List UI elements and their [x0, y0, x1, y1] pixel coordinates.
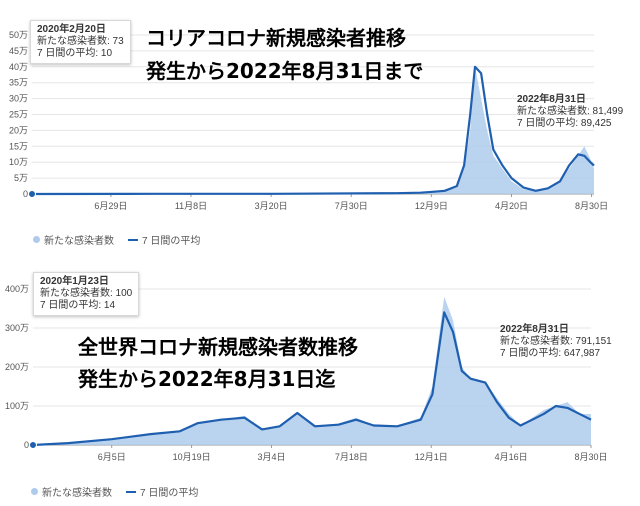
tooltip-average: 7 日間の平均: 10 [37, 48, 113, 59]
annotation-date: 2022年8月31日 [517, 94, 586, 105]
tooltip-average: 7 日間の平均: 14 [40, 300, 116, 311]
y-tick-label: 45万 [9, 46, 28, 56]
x-tick-label: 10月19日 [173, 452, 211, 462]
y-tick-label: 10万 [9, 157, 28, 167]
tooltip-date: 2020年2月20日 [37, 24, 106, 35]
legend-new-cases[interactable]: 新たな感染者数 [42, 488, 112, 499]
chart-legend: 新たな感染者数 7 日間の平均 [33, 232, 200, 247]
legend-new-cases-swatch [31, 488, 38, 495]
y-tick-label: 0 [24, 440, 29, 450]
chart-subtitle: 発生から2022年8月31日まで [146, 59, 424, 83]
x-tick-label: 7月30日 [335, 201, 368, 211]
series-area-new-cases [33, 296, 591, 445]
x-tick-label: 3月4日 [257, 452, 285, 462]
tooltip-new-cases: 新たな感染者数: 73 [37, 36, 124, 47]
annotation-average: 7 日間の平均: 89,425 [517, 118, 612, 129]
legend-new-cases-swatch [33, 236, 40, 243]
series-line-7day-average [31, 65, 595, 196]
series-area-new-cases [32, 66, 594, 194]
x-tick-label: 3月20日 [255, 201, 288, 211]
y-tick-label: 25万 [9, 110, 28, 120]
tooltip-date: 2020年1月23日 [40, 276, 109, 287]
latest-annotation: 2022年8月31日 新たな感染者数: 81,499 7 日間の平均: 89,4… [517, 94, 623, 130]
legend-average[interactable]: 7 日間の平均 [142, 236, 201, 247]
chart-legend: 新たな感染者数 7 日間の平均 [31, 484, 198, 499]
tooltip-new-cases: 新たな感染者数: 100 [40, 288, 133, 299]
data-point-start [28, 189, 36, 198]
annotation-new-cases: 新たな感染者数: 81,499 [517, 106, 624, 117]
x-tick-label: 11月8日 [175, 201, 207, 211]
annotation-new-cases: 新たな感染者数: 791,151 [500, 336, 612, 347]
x-tick-label: 4月16日 [495, 452, 528, 462]
x-tick-label: 6月29日 [94, 201, 127, 211]
latest-annotation: 2022年8月31日 新たな感染者数: 791,151 7 日間の平均: 647… [500, 324, 612, 360]
series-line-7day-average [32, 311, 592, 447]
korea-chart-panel: 0 5万 10万 15万 20万 25万 30万 35万 40万 45万 50万 6月29日 11月8日… [0, 0, 640, 252]
y-tick-label: 300万 [5, 323, 29, 333]
chart-tooltip: 2020年1月23日 新たな感染者数: 100 7 日間の平均: 14 [33, 272, 140, 316]
x-tick-label: 12月9日 [415, 201, 448, 211]
x-tick-label: 8月30日 [575, 201, 608, 211]
x-tick-label: 6月5日 [98, 452, 126, 462]
annotation-average: 7 日間の平均: 647,987 [500, 348, 601, 359]
y-tick-label: 50万 [9, 30, 28, 40]
world-chart-panel: 0 100万 200万 300万 400万 6月5日 10月19日 3月4日 7月18日 12月1… [0, 260, 640, 506]
y-tick-label: 35万 [9, 78, 28, 88]
chart-title: 全世界コロナ新規感染者数推移 [78, 335, 358, 359]
y-tick-label: 30万 [9, 94, 28, 104]
data-point-start [29, 441, 37, 449]
x-tick-label: 4月20日 [495, 201, 528, 211]
legend-average[interactable]: 7 日間の平均 [140, 488, 199, 499]
y-tick-label: 400万 [5, 284, 29, 294]
legend-new-cases[interactable]: 新たな感染者数 [44, 236, 114, 247]
x-tick-label: 8月30日 [574, 452, 607, 462]
y-tick-label: 0 [23, 189, 28, 199]
y-tick-label: 15万 [9, 141, 28, 151]
chart-title: コリアコロナ新規感染者推移 [146, 26, 406, 50]
y-tick-label: 20万 [9, 125, 28, 135]
y-tick-label: 100万 [5, 401, 29, 411]
y-tick-label: 200万 [5, 362, 29, 372]
x-tick-label: 7月18日 [335, 452, 368, 462]
legend-average-swatch [128, 238, 138, 241]
legend-average-swatch [126, 490, 136, 493]
chart-subtitle: 発生から2022年8月31日迄 [78, 367, 336, 391]
chart-tooltip: 2020年2月20日 新たな感染者数: 73 7 日間の平均: 10 [30, 20, 131, 64]
world-chart: 0 100万 200万 300万 400万 6月5日 10月19日 3月4日 7月18日 12月1… [5, 284, 608, 462]
x-tick-label: 12月1日 [415, 452, 448, 462]
annotation-date: 2022年8月31日 [500, 324, 569, 335]
y-tick-label: 5万 [14, 173, 28, 183]
y-tick-label: 40万 [9, 62, 28, 72]
